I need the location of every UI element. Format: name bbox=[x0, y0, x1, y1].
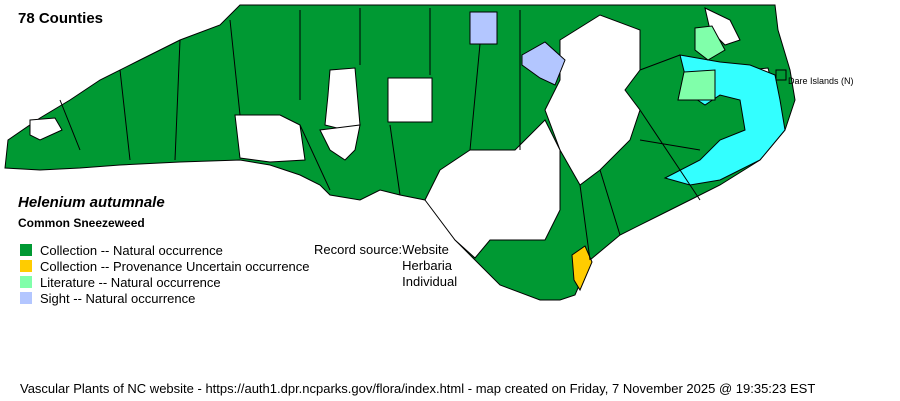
county-sight bbox=[469, 11, 498, 45]
county-absent bbox=[387, 77, 433, 123]
county-sight bbox=[521, 41, 566, 86]
record-source-value: Website bbox=[402, 242, 449, 257]
legend-label: Literature -- Natural occurrence bbox=[40, 274, 221, 290]
county-absent bbox=[544, 14, 641, 186]
legend-swatch bbox=[20, 292, 32, 304]
scientific-name: Helenium autumnale bbox=[18, 194, 165, 211]
county-absent bbox=[424, 119, 561, 259]
record-source: Record source: Website Herbaria Individu… bbox=[314, 242, 457, 290]
county-absent bbox=[234, 114, 306, 163]
legend-label: Collection -- Provenance Uncertain occur… bbox=[40, 258, 310, 274]
record-source-value: Individual bbox=[402, 274, 458, 289]
legend-item: Sight -- Natural occurrence bbox=[20, 290, 310, 306]
record-source-label: Record source: bbox=[314, 242, 403, 257]
legend-label: Sight -- Natural occurrence bbox=[40, 290, 196, 306]
legend-swatch bbox=[20, 260, 32, 272]
islands-label: Dare Islands (N) bbox=[788, 76, 854, 86]
county-absent bbox=[324, 67, 361, 131]
record-source-value: Herbaria bbox=[402, 258, 453, 273]
legend: Collection -- Natural occurrence Collect… bbox=[20, 242, 310, 306]
legend-item: Collection -- Provenance Uncertain occur… bbox=[20, 258, 310, 274]
common-name: Common Sneezeweed bbox=[18, 216, 145, 230]
county-literature bbox=[694, 25, 726, 61]
legend-swatch bbox=[20, 244, 32, 256]
county-absent bbox=[29, 117, 63, 141]
legend-item: Collection -- Natural occurrence bbox=[20, 242, 310, 258]
legend-label: Collection -- Natural occurrence bbox=[40, 242, 223, 258]
dare-islands-marker bbox=[775, 69, 787, 81]
county-absent bbox=[319, 124, 361, 161]
county-borders bbox=[59, 8, 701, 261]
legend-swatch bbox=[20, 276, 32, 288]
county-uncertain bbox=[571, 245, 593, 292]
county-count: 78 Counties bbox=[18, 10, 104, 27]
footer-credit: Vascular Plants of NC website - https://… bbox=[20, 381, 816, 396]
county-literature bbox=[677, 69, 716, 101]
legend-item: Literature -- Natural occurrence bbox=[20, 274, 310, 290]
